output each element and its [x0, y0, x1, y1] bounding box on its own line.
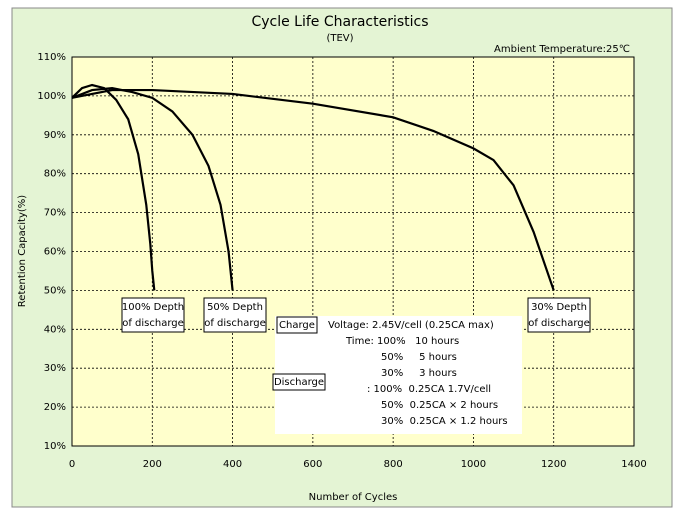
- y-tick-label: 30%: [44, 363, 66, 374]
- line: [71, 87, 234, 291]
- x-tick-label: 1400: [621, 459, 646, 470]
- x-tick-label: 1000: [461, 459, 486, 470]
- label-box: [203, 297, 267, 333]
- condition-line: Time: 100% 10 hours: [345, 336, 459, 347]
- condition-line: 30% 3 hours: [381, 368, 457, 379]
- note: Ambient Temperature:25℃: [494, 44, 630, 55]
- charge-box: [276, 316, 318, 334]
- series-label: 100% Depth: [122, 302, 184, 313]
- y-tick-label: 40%: [44, 324, 66, 335]
- y-tick-label: 80%: [44, 169, 66, 180]
- subtitle: (TEV): [326, 33, 353, 44]
- line: [71, 83, 156, 291]
- y-tick-label: 50%: [44, 285, 66, 296]
- condition-line: 50% 5 hours: [381, 352, 457, 363]
- x-tick-label: 800: [384, 459, 403, 470]
- x-axis-label: Number of Cycles: [309, 492, 398, 503]
- label-box: [121, 297, 185, 333]
- y-tick-label: 70%: [44, 208, 66, 219]
- chart-title: Cycle Life Characteristics: [251, 14, 428, 30]
- y-tick-label: 60%: [44, 247, 66, 258]
- y-tick-label: 100%: [37, 91, 66, 102]
- condition-line: Voltage: 2.45V/cell (0.25CA max): [328, 320, 494, 331]
- series-label: of discharge: [122, 318, 184, 329]
- x-tick-label: 1200: [541, 459, 566, 470]
- series-label: 30% Depth: [531, 302, 587, 313]
- y-tick-label: 10%: [44, 441, 66, 452]
- charge-label: Charge: [279, 320, 315, 331]
- y-axis-label: Retention Capacity(%): [17, 195, 28, 308]
- y-tick-label: 20%: [44, 402, 66, 413]
- condition-line: : 100% 0.25CA 1.7V/cell: [367, 384, 491, 395]
- condition-line: 50% 0.25CA × 2 hours: [381, 400, 498, 411]
- y-tick-label: 90%: [44, 130, 66, 141]
- series-label: of discharge: [204, 318, 266, 329]
- condition-line: 30% 0.25CA × 1.2 hours: [381, 416, 508, 427]
- discharge-label: Discharge: [274, 377, 324, 388]
- label-box: [527, 297, 591, 333]
- x-tick-label: 400: [223, 459, 242, 470]
- series-label: 50% Depth: [207, 302, 263, 313]
- x-tick-label: 200: [143, 459, 162, 470]
- x-tick-label: 600: [303, 459, 322, 470]
- y-tick-label: 110%: [37, 52, 66, 63]
- line: [71, 88, 555, 291]
- series-label: of discharge: [528, 318, 590, 329]
- x-tick-label: 0: [69, 459, 75, 470]
- discharge-box: [272, 373, 326, 391]
